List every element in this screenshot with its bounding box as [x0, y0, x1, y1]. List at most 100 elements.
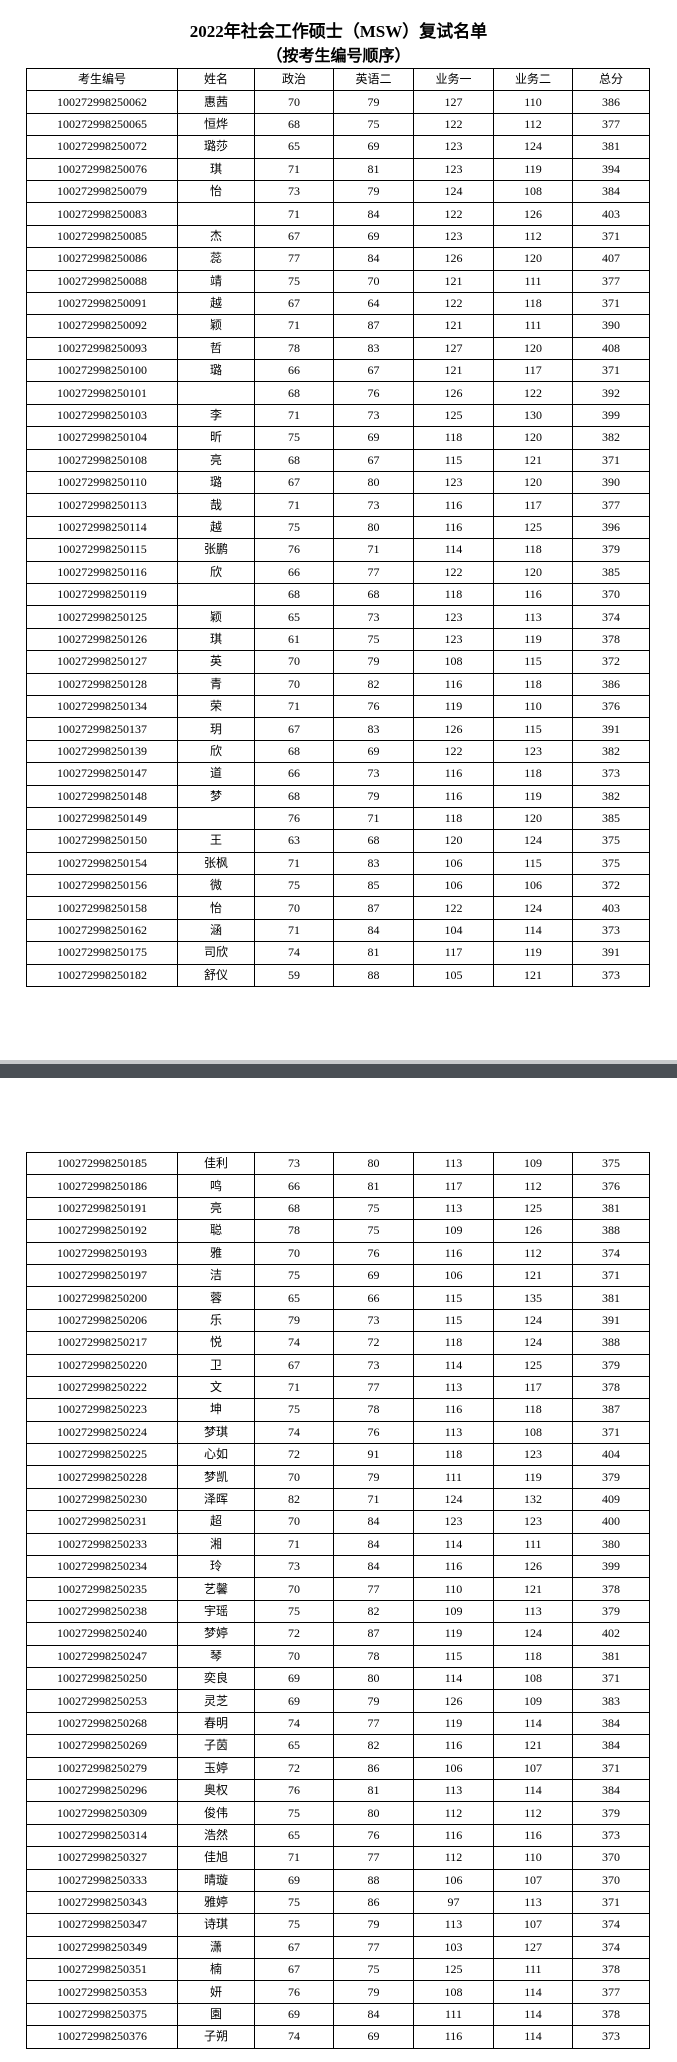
cell: 佳旭: [177, 1846, 255, 1870]
cell: 75: [254, 426, 334, 450]
cell: 67: [333, 359, 414, 383]
cell: 407: [572, 247, 650, 271]
cell: 65: [254, 1734, 334, 1758]
cell: 117: [413, 941, 494, 965]
cell: 120: [493, 560, 573, 584]
cell: 125: [413, 403, 494, 428]
cell: 106: [413, 1263, 494, 1288]
cell: 84: [333, 1532, 414, 1557]
cell: 100272998250217: [26, 1331, 178, 1355]
cell: 370: [572, 1846, 650, 1870]
cell: 82: [333, 1734, 414, 1758]
row: 100272998250240 梦婷 72 87 119 124 402: [26, 1622, 650, 1646]
cell: 69: [254, 2002, 334, 2027]
cell: 宇瑶: [177, 1599, 255, 1624]
row: 100272998250062 惠茜 70 79 127 110 386: [26, 90, 650, 114]
cell: 126: [493, 1555, 573, 1579]
cell: 122: [493, 381, 573, 405]
cell: [177, 381, 255, 405]
cell: 371: [572, 291, 650, 316]
cell: 114: [413, 1666, 494, 1691]
cell: 120: [493, 336, 573, 361]
row: 100272998250375 園 69 84 111 114 378: [26, 2002, 650, 2027]
cell: 108: [413, 650, 494, 674]
cell: 100272998250182: [26, 963, 178, 988]
cell: 77: [333, 1375, 414, 1400]
cell: 100272998250314: [26, 1823, 178, 1848]
cell: 124: [493, 1331, 573, 1355]
row: 100272998250200 蓉 65 66 115 135 381: [26, 1286, 650, 1310]
cell: 100272998250154: [26, 851, 178, 876]
row: 100272998250158 怡 70 87 122 124 403: [26, 896, 650, 920]
cell: 100272998250103: [26, 403, 178, 428]
cell: 111: [493, 314, 573, 338]
cell: 100272998250206: [26, 1308, 178, 1333]
cell: 110: [493, 90, 573, 114]
cell: 78: [254, 336, 334, 361]
cell: [177, 202, 255, 226]
cell: 64: [333, 291, 414, 316]
cell: 376: [572, 694, 650, 719]
row: 100272998250206 乐 79 73 115 124 391: [26, 1308, 650, 1333]
cell: 113: [413, 1196, 494, 1221]
cell: 100272998250128: [26, 672, 178, 696]
cell: 80: [333, 515, 414, 540]
cell: 111: [493, 1958, 573, 1982]
cell: 112: [493, 224, 573, 249]
cell: 71: [254, 314, 334, 338]
cell: 71: [333, 538, 414, 562]
cell: 370: [572, 582, 650, 607]
cell: 100272998250158: [26, 896, 178, 920]
cell: 387: [572, 1398, 650, 1422]
cell: 67: [254, 1353, 334, 1377]
cell: 120: [413, 829, 494, 853]
cell: 70: [254, 1465, 334, 1489]
cell: 124: [413, 179, 494, 204]
row: 100272998250154 张枫 71 83 106 115 375: [26, 851, 650, 876]
cell: 59: [254, 963, 334, 988]
cell: 119: [493, 157, 573, 181]
cell: 118: [413, 582, 494, 607]
row: 100272998250125 颖 65 73 123 113 374: [26, 605, 650, 629]
cell: 100272998250253: [26, 1689, 178, 1713]
cell: 100272998250347: [26, 1913, 178, 1937]
cell: 378: [572, 627, 650, 652]
row: 100272998250128 青 70 82 116 118 386: [26, 672, 650, 696]
cell: 琪: [177, 157, 255, 181]
cell: 375: [572, 1151, 650, 1176]
cell: 87: [333, 314, 414, 338]
cell: 114: [493, 918, 573, 943]
cell: 79: [333, 650, 414, 674]
cell: 70: [254, 1644, 334, 1668]
cell: 110: [493, 694, 573, 719]
cell: 王: [177, 829, 255, 853]
cell: 67: [254, 224, 334, 249]
cell: 409: [572, 1487, 650, 1512]
cell: 100272998250247: [26, 1644, 178, 1668]
cell: 70: [254, 1241, 334, 1265]
cell: 100272998250079: [26, 179, 178, 204]
cell: 373: [572, 918, 650, 943]
cell: 75: [333, 627, 414, 652]
cell: 122: [413, 896, 494, 920]
cell: 107: [493, 1756, 573, 1780]
cell: 83: [333, 717, 414, 741]
cell: 114: [413, 538, 494, 562]
cell: 404: [572, 1443, 650, 1467]
cell: 79: [254, 1308, 334, 1333]
cell: 379: [572, 1599, 650, 1624]
cell: 127: [413, 90, 494, 114]
cell: 66: [254, 560, 334, 584]
cell: 392: [572, 381, 650, 405]
cell: 72: [254, 1756, 334, 1780]
cell: 梦婷: [177, 1622, 255, 1646]
cell: 106: [493, 874, 573, 898]
cell: 112: [493, 1241, 573, 1265]
cell: 112: [493, 1801, 573, 1825]
row: 100272998250296 奥权 76 81 113 114 384: [26, 1778, 650, 1803]
cell: 73: [254, 179, 334, 204]
cell: 118: [413, 1331, 494, 1355]
cell: 80: [333, 1666, 414, 1691]
cell: 113: [493, 1890, 573, 1915]
cell: 100272998250327: [26, 1846, 178, 1870]
